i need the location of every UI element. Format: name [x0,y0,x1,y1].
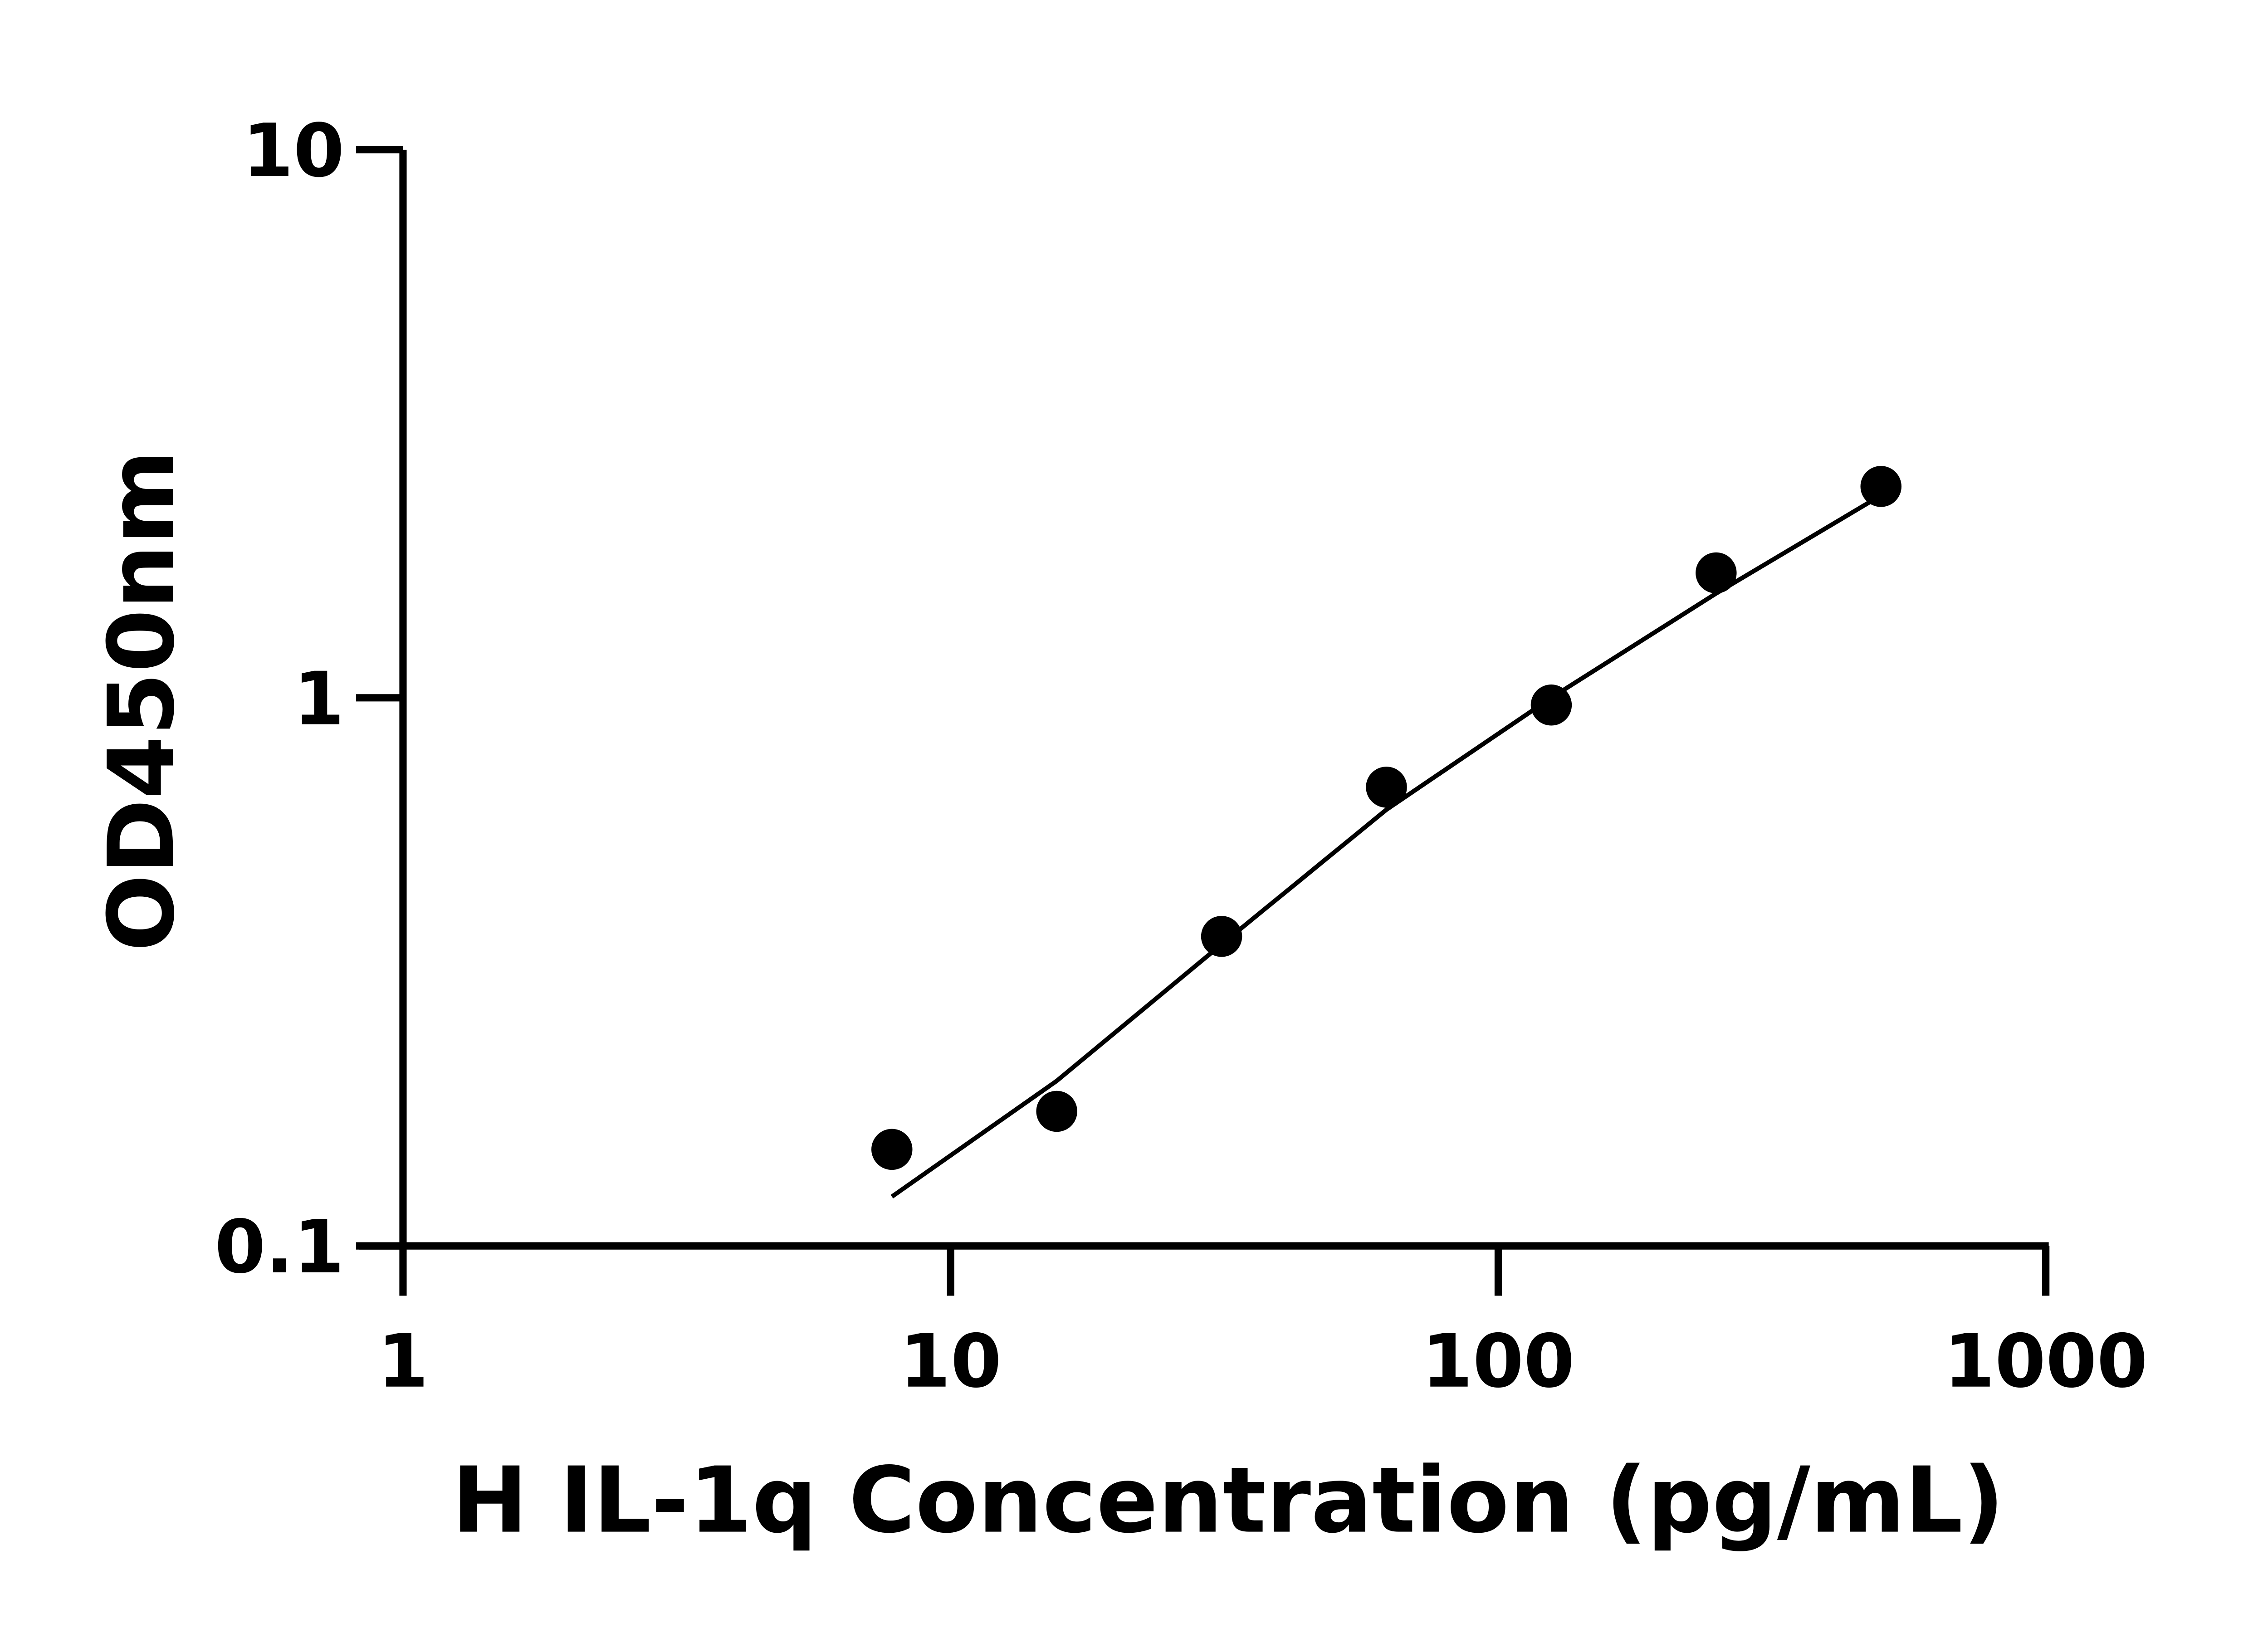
y-axis-label: OD450nm [89,450,195,952]
fit-curve [890,493,1882,1199]
data-point [1860,466,1901,507]
data-point [1366,767,1407,808]
axes: 1 10 100 1000 0.1 1 10 [215,108,2148,1404]
y-tick-label: 1 [293,656,344,742]
data-point [1201,916,1242,957]
data-point [1530,684,1572,726]
x-tick-label: 1000 [1944,1319,2148,1404]
fit-curve-line [890,493,1882,1199]
data-point [1696,552,1737,594]
x-tick-label: 1 [377,1319,428,1404]
data-point [871,1129,913,1170]
x-tick-label: 100 [1422,1319,1574,1404]
data-point [1036,1090,1077,1132]
data-points [871,466,1901,1170]
y-tick-label: 0.1 [215,1205,344,1290]
x-axis-label: H IL-1q Concentration (pg/mL) [452,1448,2004,1554]
y-tick-label: 10 [242,108,344,194]
x-tick-label: 10 [899,1319,1002,1404]
